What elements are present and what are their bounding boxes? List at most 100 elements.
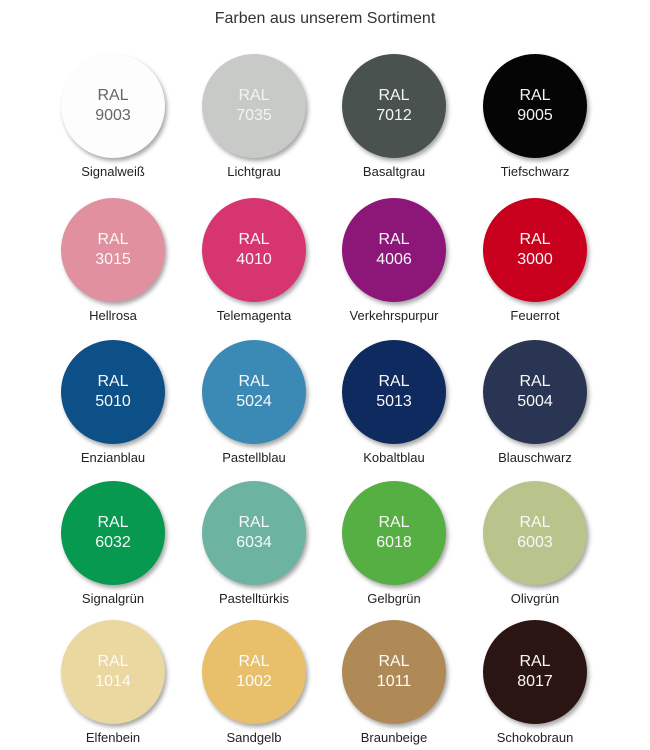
ral-code: 5010 xyxy=(95,393,131,410)
color-swatch: RAL 1002 Sandgelb xyxy=(189,620,319,750)
ral-label: RAL xyxy=(238,87,270,104)
color-swatch: RAL 6032 Signalgrün xyxy=(48,481,178,611)
color-name: Lichtgrau xyxy=(227,164,281,179)
color-swatch: RAL 8017 Schokobraun xyxy=(470,620,600,750)
ral-label: RAL xyxy=(519,231,551,248)
color-circle: RAL 1011 xyxy=(342,620,446,724)
color-circle: RAL 6034 xyxy=(202,481,306,585)
color-swatch: RAL 4006 Verkehrspurpur xyxy=(329,198,459,328)
ral-code: 5004 xyxy=(517,393,553,410)
color-swatch: RAL 5010 Enzianblau xyxy=(48,340,178,470)
color-circle: RAL 5013 xyxy=(342,340,446,444)
ral-label: RAL xyxy=(97,653,129,670)
color-swatch: RAL 6034 Pastelltürkis xyxy=(189,481,319,611)
color-swatch: RAL 3015 Hellrosa xyxy=(48,198,178,328)
ral-label: RAL xyxy=(378,87,410,104)
color-swatch: RAL 7012 Basaltgrau xyxy=(329,54,459,184)
color-swatch: RAL 5024 Pastellblau xyxy=(189,340,319,470)
color-circle: RAL 5004 xyxy=(483,340,587,444)
ral-label: RAL xyxy=(238,514,270,531)
color-name: Schokobraun xyxy=(496,730,574,745)
ral-code: 5013 xyxy=(376,393,412,410)
ral-label: RAL xyxy=(97,514,129,531)
ral-code: 6003 xyxy=(517,534,553,551)
ral-label: RAL xyxy=(238,653,270,670)
ral-code: 6032 xyxy=(95,534,131,551)
color-circle: RAL 4010 xyxy=(202,198,306,302)
color-swatch: RAL 1014 Elfenbein xyxy=(48,620,178,750)
ral-code: 7035 xyxy=(236,107,272,124)
color-name: Tiefschwarz xyxy=(500,164,570,179)
ral-label: RAL xyxy=(519,514,551,531)
color-swatch: RAL 4010 Telemagenta xyxy=(189,198,319,328)
color-name: Signalgrün xyxy=(81,591,145,606)
ral-label: RAL xyxy=(378,373,410,390)
color-circle: RAL 9003 xyxy=(61,54,165,158)
ral-label: RAL xyxy=(378,231,410,248)
color-name: Signalweiß xyxy=(81,164,145,179)
ral-code: 9003 xyxy=(95,107,131,124)
ral-code: 7012 xyxy=(376,107,412,124)
color-swatch: RAL 9003 Signalweiß xyxy=(48,54,178,184)
color-name: Blauschwarz xyxy=(498,450,572,465)
color-swatch: RAL 1011 Braunbeige xyxy=(329,620,459,750)
color-name: Pastellblau xyxy=(222,450,286,465)
color-circle: RAL 1014 xyxy=(61,620,165,724)
color-name: Enzianblau xyxy=(80,450,146,465)
color-name: Gelbgrün xyxy=(367,591,421,606)
color-circle: RAL 1002 xyxy=(202,620,306,724)
color-swatch: RAL 3000 Feuerrot xyxy=(470,198,600,328)
ral-code: 3000 xyxy=(517,251,553,268)
color-swatch: RAL 9005 Tiefschwarz xyxy=(470,54,600,184)
ral-code: 5024 xyxy=(236,393,272,410)
ral-label: RAL xyxy=(519,653,551,670)
ral-label: RAL xyxy=(238,373,270,390)
ral-label: RAL xyxy=(97,231,129,248)
color-circle: RAL 8017 xyxy=(483,620,587,724)
ral-label: RAL xyxy=(97,87,129,104)
color-name: Elfenbein xyxy=(85,730,141,745)
ral-code: 1002 xyxy=(236,673,272,690)
color-name: Telemagenta xyxy=(216,308,292,323)
color-swatch: RAL 6018 Gelbgrün xyxy=(329,481,459,611)
ral-code: 4006 xyxy=(376,251,412,268)
ral-code: 6018 xyxy=(376,534,412,551)
color-circle: RAL 4006 xyxy=(342,198,446,302)
color-name: Olivgrün xyxy=(510,591,560,606)
ral-code: 4010 xyxy=(236,251,272,268)
color-circle: RAL 5024 xyxy=(202,340,306,444)
color-swatch: RAL 5004 Blauschwarz xyxy=(470,340,600,470)
color-circle: RAL 7035 xyxy=(202,54,306,158)
ral-code: 1011 xyxy=(376,673,412,690)
color-circle: RAL 3000 xyxy=(483,198,587,302)
ral-label: RAL xyxy=(378,514,410,531)
color-circle: RAL 9005 xyxy=(483,54,587,158)
ral-code: 9005 xyxy=(517,107,553,124)
color-name: Basaltgrau xyxy=(362,164,426,179)
ral-label: RAL xyxy=(378,653,410,670)
ral-code: 1014 xyxy=(95,673,131,690)
ral-label: RAL xyxy=(238,231,270,248)
color-name: Braunbeige xyxy=(360,730,428,745)
color-circle: RAL 7012 xyxy=(342,54,446,158)
color-circle: RAL 3015 xyxy=(61,198,165,302)
color-name: Feuerrot xyxy=(510,308,560,323)
color-name: Hellrosa xyxy=(89,308,137,323)
color-circle: RAL 6018 xyxy=(342,481,446,585)
color-name: Kobaltblau xyxy=(363,450,425,465)
ral-label: RAL xyxy=(97,373,129,390)
color-circle: RAL 6003 xyxy=(483,481,587,585)
color-swatch: RAL 7035 Lichtgrau xyxy=(189,54,319,184)
color-name: Pastelltürkis xyxy=(218,591,290,606)
ral-code: 6034 xyxy=(236,534,272,551)
color-circle: RAL 6032 xyxy=(61,481,165,585)
color-name: Sandgelb xyxy=(226,730,282,745)
color-name: Verkehrspurpur xyxy=(349,308,439,323)
color-swatch: RAL 5013 Kobaltblau xyxy=(329,340,459,470)
page-title: Farben aus unserem Sortiment xyxy=(214,10,436,27)
ral-code: 3015 xyxy=(95,251,131,268)
color-swatch: RAL 6003 Olivgrün xyxy=(470,481,600,611)
ral-label: RAL xyxy=(519,373,551,390)
ral-label: RAL xyxy=(519,87,551,104)
ral-code: 8017 xyxy=(517,673,553,690)
